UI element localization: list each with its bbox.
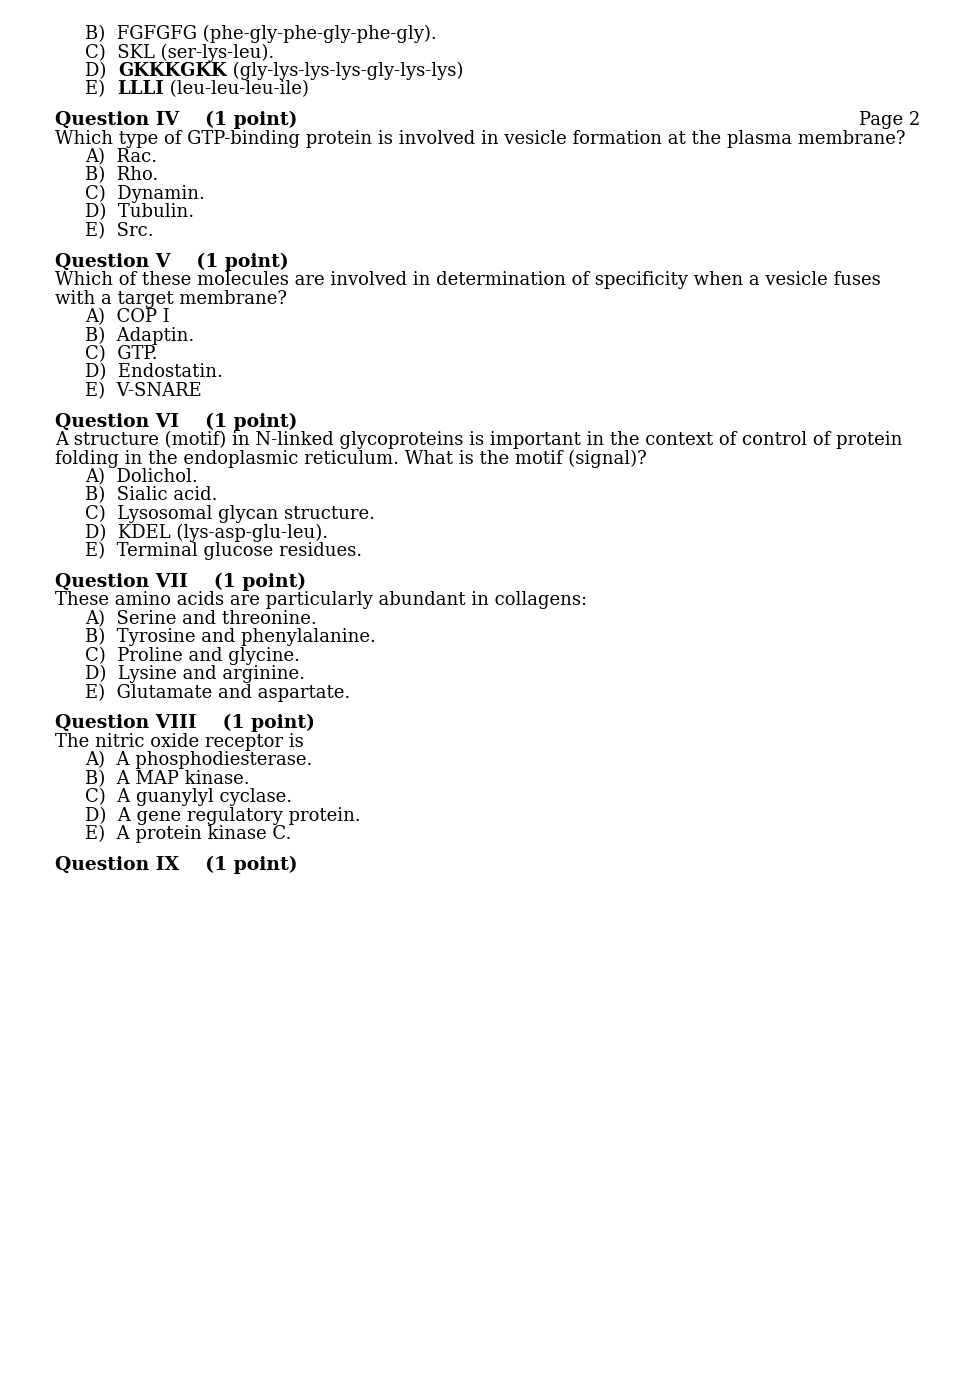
Text: A)  A phosphodiesterase.: A) A phosphodiesterase. bbox=[85, 751, 313, 770]
Text: Question IX    (1 point): Question IX (1 point) bbox=[55, 855, 298, 873]
Text: B)  A MAP kinase.: B) A MAP kinase. bbox=[85, 770, 250, 788]
Text: E)  V-SNARE: E) V-SNARE bbox=[85, 382, 202, 400]
Text: C)  GTP.: C) GTP. bbox=[85, 345, 157, 363]
Text: A)  Rac.: A) Rac. bbox=[85, 148, 157, 166]
Text: Which of these molecules are involved in determination of specificity when a ves: Which of these molecules are involved in… bbox=[55, 271, 880, 289]
Text: A)  Serine and threonine.: A) Serine and threonine. bbox=[85, 610, 317, 628]
Text: C)  A guanylyl cyclase.: C) A guanylyl cyclase. bbox=[85, 788, 293, 806]
Text: C)  Lysosomal glycan structure.: C) Lysosomal glycan structure. bbox=[85, 505, 375, 523]
Text: C)  SKL (ser-lys-leu).: C) SKL (ser-lys-leu). bbox=[85, 43, 275, 61]
Text: D)  Tubulin.: D) Tubulin. bbox=[85, 204, 194, 222]
Text: E)  Terminal glucose residues.: E) Terminal glucose residues. bbox=[85, 543, 362, 561]
Text: C)  Dynamin.: C) Dynamin. bbox=[85, 186, 205, 204]
Text: Which type of GTP-binding protein is involved in vesicle formation at the plasma: Which type of GTP-binding protein is inv… bbox=[55, 130, 905, 148]
Text: D)  KDEL (lys-asp-glu-leu).: D) KDEL (lys-asp-glu-leu). bbox=[85, 523, 328, 541]
Text: E): E) bbox=[85, 81, 117, 99]
Text: E)  Src.: E) Src. bbox=[85, 222, 154, 240]
Text: Question IV    (1 point): Question IV (1 point) bbox=[55, 112, 298, 130]
Text: Question V    (1 point): Question V (1 point) bbox=[55, 252, 289, 271]
Text: These amino acids are particularly abundant in collagens:: These amino acids are particularly abund… bbox=[55, 591, 588, 610]
Text: D): D) bbox=[85, 61, 118, 80]
Text: Question VIII    (1 point): Question VIII (1 point) bbox=[55, 714, 315, 732]
Text: B)  Tyrosine and phenylalanine.: B) Tyrosine and phenylalanine. bbox=[85, 628, 376, 646]
Text: A)  Dolichol.: A) Dolichol. bbox=[85, 469, 198, 485]
Text: C)  Proline and glycine.: C) Proline and glycine. bbox=[85, 647, 300, 665]
Text: B)  FGFGFG (phe-gly-phe-gly-phe-gly).: B) FGFGFG (phe-gly-phe-gly-phe-gly). bbox=[85, 25, 437, 43]
Text: Question VI    (1 point): Question VI (1 point) bbox=[55, 413, 298, 431]
Text: (gly-lys-lys-lys-gly-lys-lys): (gly-lys-lys-lys-gly-lys-lys) bbox=[227, 61, 463, 81]
Text: folding in the endoplasmic reticulum. What is the motif (signal)?: folding in the endoplasmic reticulum. Wh… bbox=[55, 449, 647, 467]
Text: Page 2: Page 2 bbox=[859, 112, 920, 128]
Text: D)  Lysine and arginine.: D) Lysine and arginine. bbox=[85, 665, 305, 684]
Text: D)  A gene regulatory protein.: D) A gene regulatory protein. bbox=[85, 806, 361, 824]
Text: B)  Sialic acid.: B) Sialic acid. bbox=[85, 487, 218, 505]
Text: Question VII    (1 point): Question VII (1 point) bbox=[55, 572, 306, 591]
Text: GKKKGKK: GKKKGKK bbox=[118, 61, 227, 80]
Text: (leu-leu-leu-ile): (leu-leu-leu-ile) bbox=[163, 81, 308, 99]
Text: with a target membrane?: with a target membrane? bbox=[55, 290, 287, 307]
Text: B)  Adaptin.: B) Adaptin. bbox=[85, 326, 195, 345]
Text: A structure (motif) in N-linked glycoproteins is important in the context of con: A structure (motif) in N-linked glycopro… bbox=[55, 431, 902, 449]
Text: D)  Endostatin.: D) Endostatin. bbox=[85, 364, 223, 382]
Text: E)  Glutamate and aspartate.: E) Glutamate and aspartate. bbox=[85, 684, 350, 702]
Text: A)  COP I: A) COP I bbox=[85, 308, 170, 326]
Text: LLLI: LLLI bbox=[117, 81, 163, 99]
Text: E)  A protein kinase C.: E) A protein kinase C. bbox=[85, 824, 292, 844]
Text: The nitric oxide receptor is: The nitric oxide receptor is bbox=[55, 732, 303, 751]
Text: B)  Rho.: B) Rho. bbox=[85, 166, 158, 184]
